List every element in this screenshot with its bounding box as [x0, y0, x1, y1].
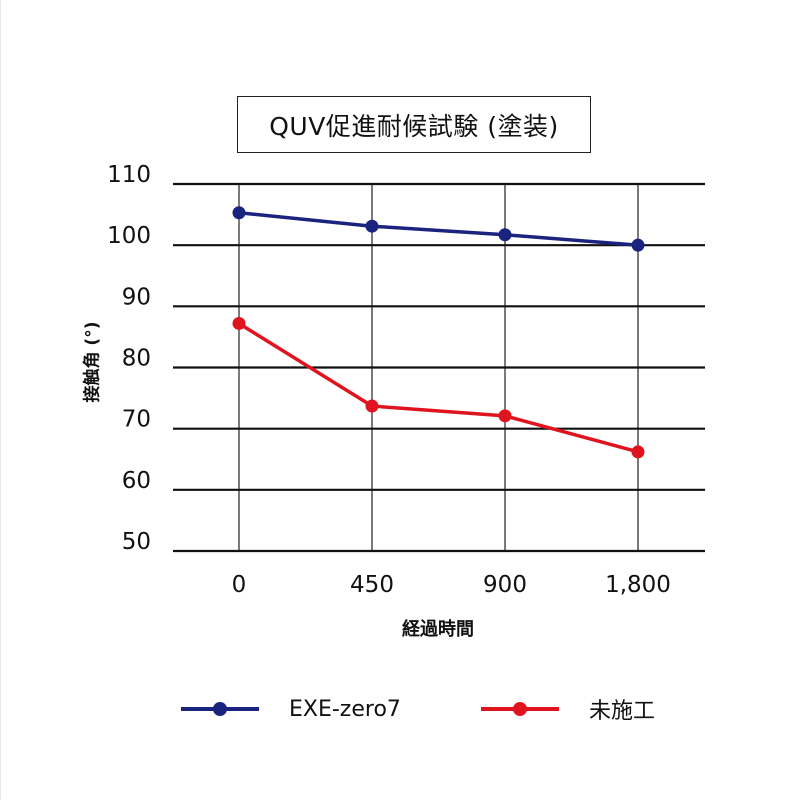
data-point	[232, 316, 246, 330]
series-line-0	[238, 211, 639, 247]
legend-item-untreated: 未施工	[481, 694, 655, 724]
y-axis-label: 接触角 (°)	[82, 321, 103, 403]
y-tick-label: 110	[107, 162, 151, 188]
legend-label-exe-zero7: EXE-zero7	[289, 696, 401, 722]
x-tick-label: 450	[350, 572, 394, 598]
data-point	[232, 206, 246, 220]
y-tick-label: 90	[122, 284, 151, 310]
x-tick-label: 0	[232, 572, 247, 598]
series-line-1	[238, 321, 639, 454]
legend-swatch-exe-zero7	[181, 694, 259, 724]
y-tick-label: 100	[107, 223, 151, 249]
data-point	[365, 219, 379, 233]
legend-label-untreated: 未施工	[589, 699, 656, 724]
y-tick-label: 50	[122, 529, 151, 555]
chart-title: QUV促進耐候試験 (塗装)	[237, 96, 591, 153]
data-point	[365, 399, 379, 413]
data-point	[631, 445, 645, 459]
y-tick-label: 80	[122, 346, 151, 372]
legend-item-exe-zero7: EXE-zero7	[181, 694, 401, 724]
x-tick-label: 1,800	[605, 572, 671, 598]
data-point	[631, 238, 645, 252]
y-tick-label: 60	[122, 468, 151, 494]
legend-swatch-untreated	[481, 694, 559, 724]
x-tick-label: 900	[483, 572, 527, 598]
x-axis-label: 経過時間	[402, 619, 474, 640]
data-point	[498, 409, 512, 423]
y-tick-label: 70	[122, 407, 151, 433]
data-point	[498, 228, 512, 242]
